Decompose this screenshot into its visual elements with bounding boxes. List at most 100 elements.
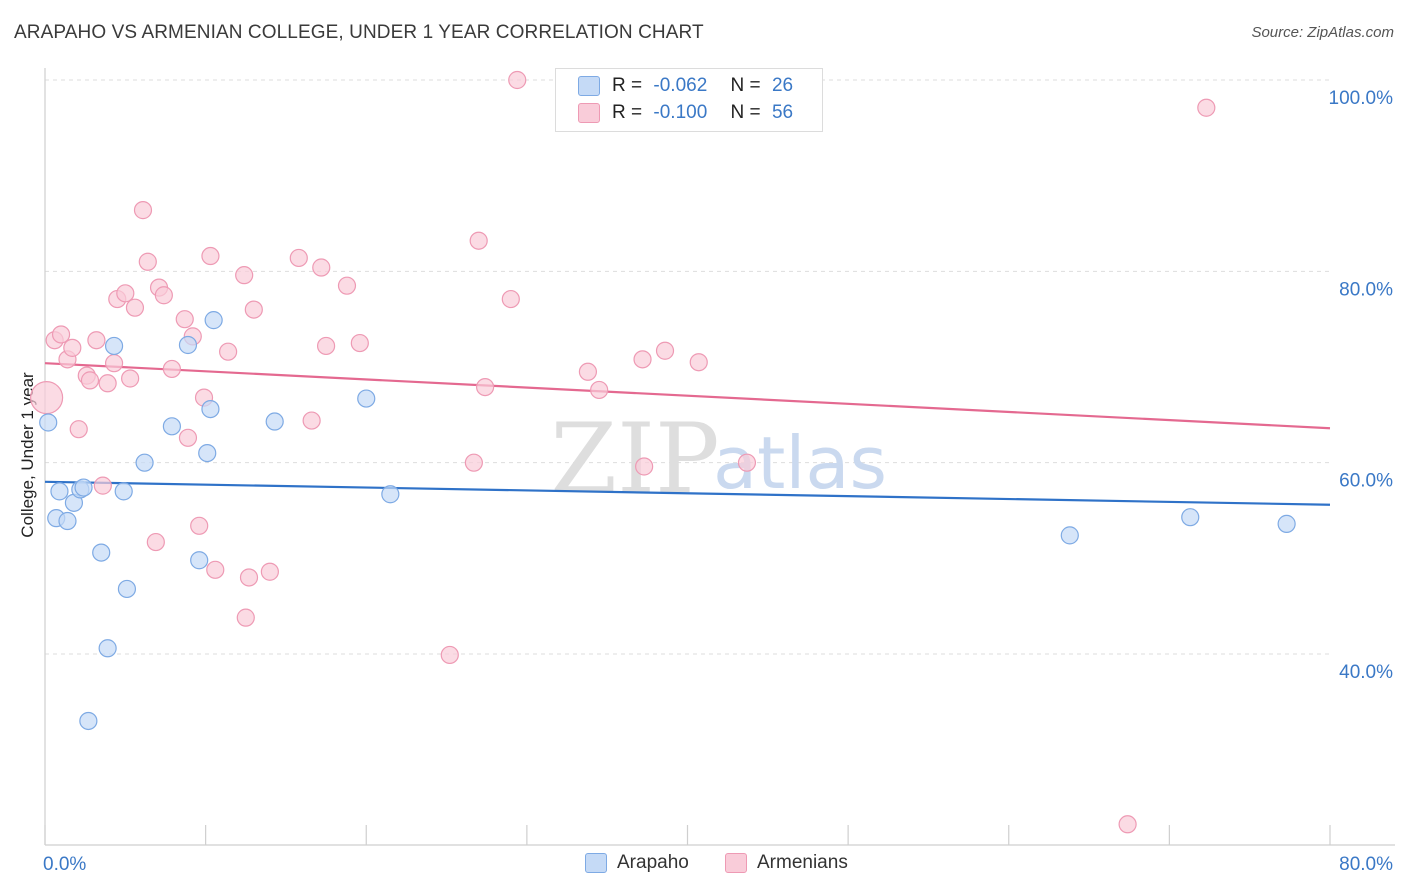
trend-line-armenians — [44, 362, 1331, 430]
point-arapaho — [1277, 514, 1296, 533]
x-tick-label: 0.0% — [43, 854, 86, 875]
armenians-swatch — [578, 102, 600, 123]
point-armenians — [133, 201, 153, 220]
point-armenians — [316, 336, 336, 356]
stats-legend: R = -0.062 N = 26 R = -0.100 N = 56 — [555, 68, 823, 132]
point-armenians — [51, 325, 71, 344]
legend-label-arapaho: Arapaho — [617, 852, 689, 873]
point-arapaho — [178, 335, 198, 355]
point-arapaho — [58, 511, 77, 531]
y-tick-label: 80.0% — [1339, 279, 1393, 300]
point-arapaho — [201, 399, 220, 419]
r-value-arapaho: -0.062 — [653, 75, 708, 96]
watermark-zip: ZIP — [550, 403, 719, 515]
point-armenians — [260, 562, 279, 581]
point-armenians — [501, 289, 520, 309]
point-armenians — [190, 516, 209, 535]
point-arapaho — [79, 711, 98, 731]
arapaho-legend-swatch — [585, 852, 607, 873]
point-armenians — [1118, 815, 1137, 834]
y-tick-label: 40.0% — [1339, 662, 1393, 683]
point-armenians — [655, 341, 675, 360]
point-armenians — [239, 568, 259, 587]
point-arapaho — [92, 543, 111, 562]
point-arapaho — [1060, 526, 1079, 545]
point-armenians — [302, 411, 321, 430]
point-armenians — [206, 560, 225, 579]
point-armenians — [104, 354, 124, 373]
legend-item-armenians: Armenians — [725, 852, 848, 874]
point-armenians — [312, 258, 331, 277]
watermark: ZIP atlas — [550, 403, 887, 515]
point-armenians — [350, 333, 369, 353]
gridlines — [45, 79, 1330, 655]
point-armenians — [464, 453, 483, 472]
legend-label-armenians: Armenians — [757, 852, 848, 873]
point-arapaho — [98, 639, 117, 658]
n-value-armenians: 56 — [771, 102, 794, 123]
point-arapaho — [162, 417, 181, 436]
point-arapaho — [104, 336, 124, 356]
legend-row-armenians: R = -0.100 N = 56 — [578, 102, 793, 126]
trend-line-arapaho — [44, 480, 1331, 506]
point-armenians — [235, 266, 254, 285]
point-armenians — [154, 286, 173, 305]
point-arapaho — [265, 412, 284, 431]
point-arapaho — [198, 444, 217, 463]
point-armenians — [93, 476, 112, 495]
point-arapaho — [357, 389, 376, 408]
point-armenians — [244, 300, 263, 319]
point-armenians — [737, 453, 757, 472]
point-arapaho — [50, 482, 69, 501]
point-armenians — [80, 371, 100, 390]
source-credit: Source: ZipAtlas.com — [1251, 24, 1394, 41]
arapaho-swatch — [578, 75, 600, 96]
point-armenians — [146, 532, 165, 552]
armenians-legend-swatch — [725, 852, 747, 873]
point-armenians — [633, 350, 652, 369]
x-tick-label: 80.0% — [1339, 854, 1393, 875]
n-label: N = — [730, 75, 761, 96]
point-armenians — [578, 362, 598, 381]
point-arapaho — [1181, 508, 1200, 527]
point-armenians — [30, 381, 64, 415]
point-arapaho — [190, 551, 209, 570]
point-armenians — [635, 457, 654, 476]
point-arapaho — [135, 453, 154, 472]
point-armenians — [69, 420, 88, 439]
point-arapaho — [117, 579, 137, 599]
point-arapaho — [39, 413, 58, 432]
tick-labels: 100.0% 80.0% 60.0% 40.0% 0.0% 80.0% — [43, 88, 1393, 875]
y-tick-label: 60.0% — [1339, 471, 1393, 492]
point-arapaho — [114, 482, 133, 501]
n-label: N = — [730, 102, 761, 123]
trend-lines — [44, 362, 1331, 506]
series-legend: Arapaho Armenians — [0, 852, 1406, 878]
point-armenians — [116, 284, 135, 303]
point-armenians — [219, 342, 238, 361]
legend-item-arapaho: Arapaho — [585, 852, 689, 874]
point-armenians — [289, 248, 308, 268]
point-arapaho — [381, 485, 400, 504]
r-value-armenians: -0.100 — [653, 102, 708, 123]
point-armenians — [138, 252, 157, 271]
point-armenians — [201, 246, 220, 266]
point-armenians — [98, 374, 117, 393]
point-armenians — [590, 380, 609, 400]
y-tick-label: 100.0% — [1329, 88, 1394, 109]
point-armenians — [87, 331, 106, 350]
legend-row-arapaho: R = -0.062 N = 26 — [578, 75, 793, 99]
point-armenians — [178, 428, 198, 447]
n-value-arapaho: 26 — [771, 75, 794, 96]
point-armenians — [63, 338, 82, 357]
point-armenians — [508, 70, 527, 90]
point-arapaho — [74, 478, 93, 497]
point-armenians — [689, 353, 708, 372]
point-armenians — [440, 645, 459, 665]
point-armenians — [162, 359, 181, 379]
axes — [44, 68, 1395, 846]
chart-title: ARAPAHO VS ARMENIAN COLLEGE, UNDER 1 YEA… — [14, 22, 704, 43]
point-armenians — [469, 231, 488, 250]
point-armenians — [175, 310, 194, 329]
